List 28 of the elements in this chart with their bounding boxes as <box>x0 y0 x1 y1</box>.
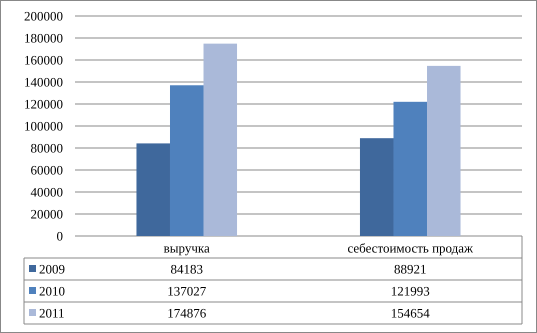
data-label: 121993 <box>390 284 430 299</box>
y-tick-label: 40000 <box>30 184 63 200</box>
y-tick-label: 160000 <box>24 52 63 68</box>
y-tick-label: 120000 <box>24 96 63 112</box>
x-tick-label: выручка <box>164 240 210 256</box>
y-tick-label: 180000 <box>24 30 63 46</box>
bar <box>136 143 170 236</box>
y-tick-label: 0 <box>56 228 63 244</box>
y-tick-label: 60000 <box>30 162 63 178</box>
data-label: 88921 <box>394 262 426 277</box>
y-tick-label: 80000 <box>30 140 63 156</box>
data-label: 137027 <box>167 284 207 299</box>
legend-label: 2011 <box>39 306 65 321</box>
y-tick-label: 140000 <box>24 74 63 90</box>
data-label: 174876 <box>167 306 207 321</box>
y-tick-label: 20000 <box>30 206 63 222</box>
bar <box>170 85 204 236</box>
x-tick-label: себестоимость продаж <box>347 240 474 256</box>
bar <box>360 138 394 236</box>
bar <box>393 102 428 236</box>
y-tick-label: 200000 <box>24 8 63 24</box>
data-label: 154654 <box>390 306 430 321</box>
bar <box>427 66 461 236</box>
legend-label: 2009 <box>39 262 65 277</box>
data-label: 84183 <box>170 262 203 277</box>
legend-label: 2010 <box>39 284 65 299</box>
y-tick-label: 100000 <box>24 118 63 134</box>
bar <box>204 44 238 236</box>
